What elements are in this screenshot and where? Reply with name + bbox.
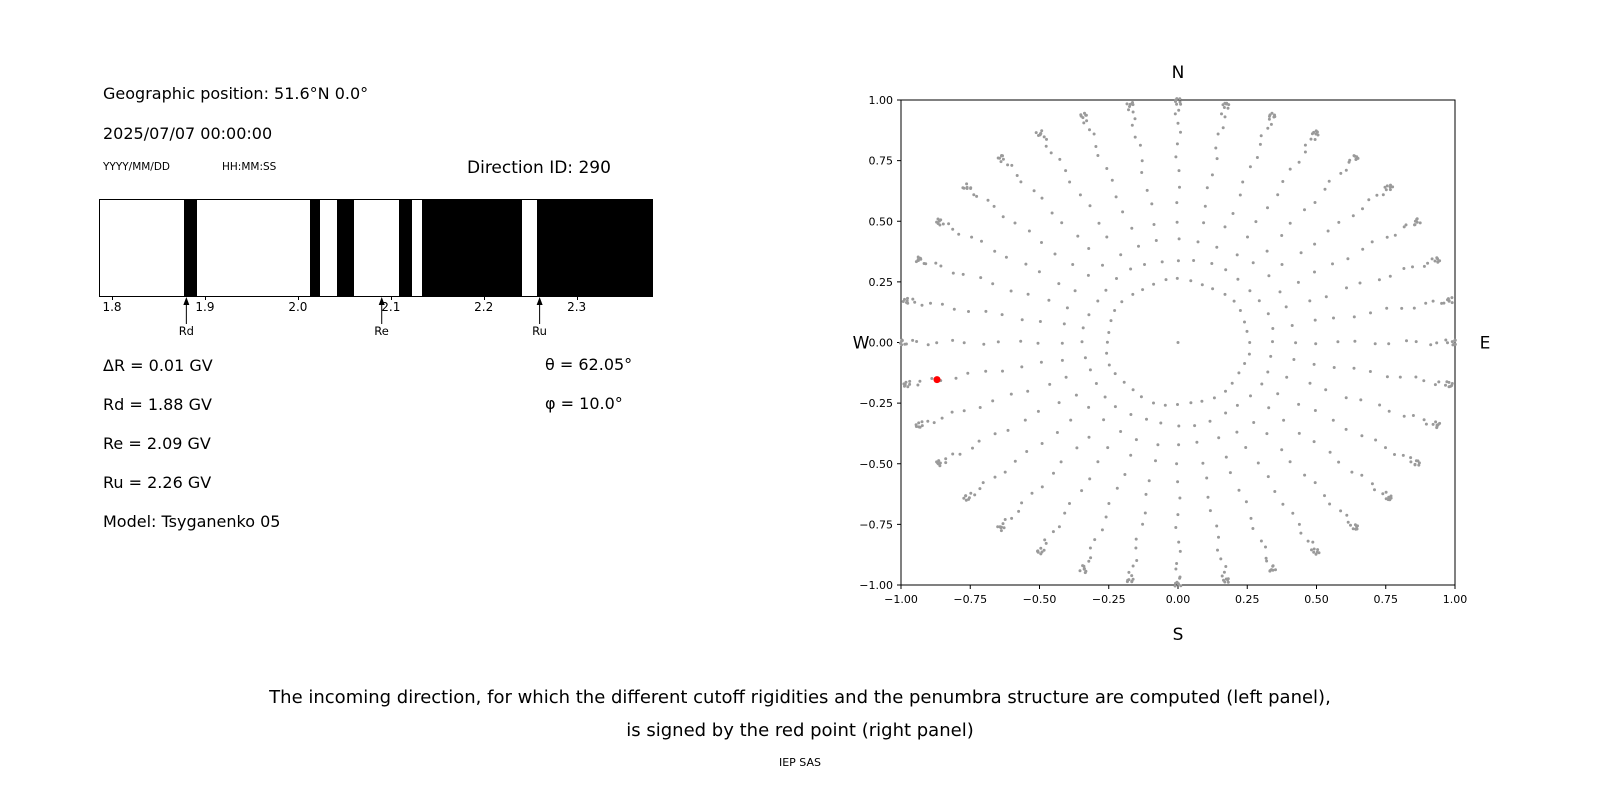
penumbra-black-band bbox=[183, 200, 197, 296]
penumbra-bar-chart bbox=[99, 199, 653, 297]
penumbra-tick-mark bbox=[576, 296, 578, 300]
caption-line-2: is signed by the red point (right panel) bbox=[626, 720, 974, 741]
x-tick-label: 0.25 bbox=[1235, 593, 1260, 606]
penumbra-tick-label: 1.9 bbox=[195, 300, 215, 314]
y-tick-label: −0.25 bbox=[859, 397, 893, 410]
x-tick-label: 0.00 bbox=[1166, 593, 1191, 606]
penumbra-tick-mark bbox=[483, 296, 485, 300]
penumbra-tick-label: 2.0 bbox=[288, 300, 308, 314]
compass-south-label: S bbox=[1173, 625, 1184, 645]
theta-value: θ = 62.05° bbox=[545, 355, 633, 374]
penumbra-black-band bbox=[336, 200, 354, 296]
penumbra-black-band bbox=[399, 200, 413, 296]
phi-value: φ = 10.0° bbox=[545, 394, 623, 413]
geographic-position-label: Geographic position: 51.6°N 0.0° bbox=[103, 84, 369, 103]
penumbra-marker-label: Re bbox=[374, 324, 389, 338]
penumbra-tick-label: 1.8 bbox=[102, 300, 122, 314]
up-arrow-icon bbox=[536, 297, 543, 324]
penumbra-black-band bbox=[422, 200, 522, 296]
x-tick-label: −0.50 bbox=[1023, 593, 1057, 606]
x-tick-label: −0.75 bbox=[953, 593, 987, 606]
y-tick-label: −0.75 bbox=[859, 518, 893, 531]
penumbra-tick-mark bbox=[112, 296, 113, 300]
credit-label: IEP SAS bbox=[778, 756, 822, 769]
x-tick-label: −0.25 bbox=[1092, 593, 1126, 606]
red-point-selected-direction bbox=[933, 376, 941, 384]
penumbra-tick-label: 2.3 bbox=[567, 300, 587, 314]
time-format-hint: HH:MM:SS bbox=[222, 161, 277, 173]
penumbra-black-band bbox=[536, 200, 652, 296]
compass-west-label: W bbox=[853, 334, 870, 354]
re-value: Re = 2.09 GV bbox=[103, 434, 211, 453]
penumbra-marker-rd: Rd bbox=[179, 297, 194, 338]
penumbra-tick-mark bbox=[204, 296, 206, 300]
direction-grid-dots bbox=[898, 97, 1457, 588]
up-arrow-icon bbox=[183, 297, 190, 324]
x-tick-label: −1.00 bbox=[884, 593, 918, 606]
direction-id-label: Direction ID: 290 bbox=[467, 158, 611, 178]
penumbra-tick-label: 2.1 bbox=[381, 300, 401, 314]
penumbra-marker-label: Rd bbox=[178, 324, 194, 338]
penumbra-marker-label: Ru bbox=[532, 324, 547, 338]
penumbra-marker-ru: Ru bbox=[532, 297, 547, 338]
y-tick-label: −1.00 bbox=[859, 579, 893, 592]
y-tick-label: 0.25 bbox=[869, 276, 894, 289]
penumbra-tick-mark bbox=[390, 296, 392, 300]
ru-value: Ru = 2.26 GV bbox=[103, 473, 212, 492]
y-tick-label: −0.50 bbox=[859, 458, 893, 471]
penumbra-marker-re: Re bbox=[374, 297, 389, 338]
caption-line-1: The incoming direction, for which the di… bbox=[269, 687, 1331, 708]
y-tick-label: 0.75 bbox=[869, 155, 894, 168]
datetime-label: 2025/07/07 00:00:00 bbox=[103, 124, 273, 143]
rd-value: Rd = 1.88 GV bbox=[103, 395, 212, 414]
compass-north-label: N bbox=[1172, 63, 1185, 83]
y-tick-label: 0.00 bbox=[869, 337, 894, 350]
x-tick-label: 0.75 bbox=[1374, 593, 1399, 606]
penumbra-black-band bbox=[310, 200, 321, 296]
y-tick-label: 1.00 bbox=[869, 94, 894, 107]
date-format-hint: YYYY/MM/DD bbox=[103, 161, 171, 173]
penumbra-axis-ticks: 1.8 1.9 2.0 2.1 2.2 2.3 bbox=[99, 296, 651, 316]
y-tick-label: 0.50 bbox=[869, 215, 894, 228]
delta-r-value: ΔR = 0.01 GV bbox=[103, 356, 213, 375]
compass-east-label: E bbox=[1480, 334, 1491, 354]
model-label: Model: Tsyganenko 05 bbox=[103, 512, 281, 531]
x-tick-label: 0.50 bbox=[1304, 593, 1329, 606]
penumbra-marker-row: Rd Re Ru bbox=[99, 296, 651, 356]
direction-scatter-plot: −1.00 −0.75 −0.50 −0.25 0.00 0.25 0.50 0.75 1.00… bbox=[853, 63, 1491, 645]
penumbra-tick-mark bbox=[297, 296, 299, 300]
up-arrow-icon bbox=[378, 297, 385, 324]
penumbra-tick-label: 2.2 bbox=[474, 300, 494, 314]
x-tick-label: 1.00 bbox=[1443, 593, 1468, 606]
